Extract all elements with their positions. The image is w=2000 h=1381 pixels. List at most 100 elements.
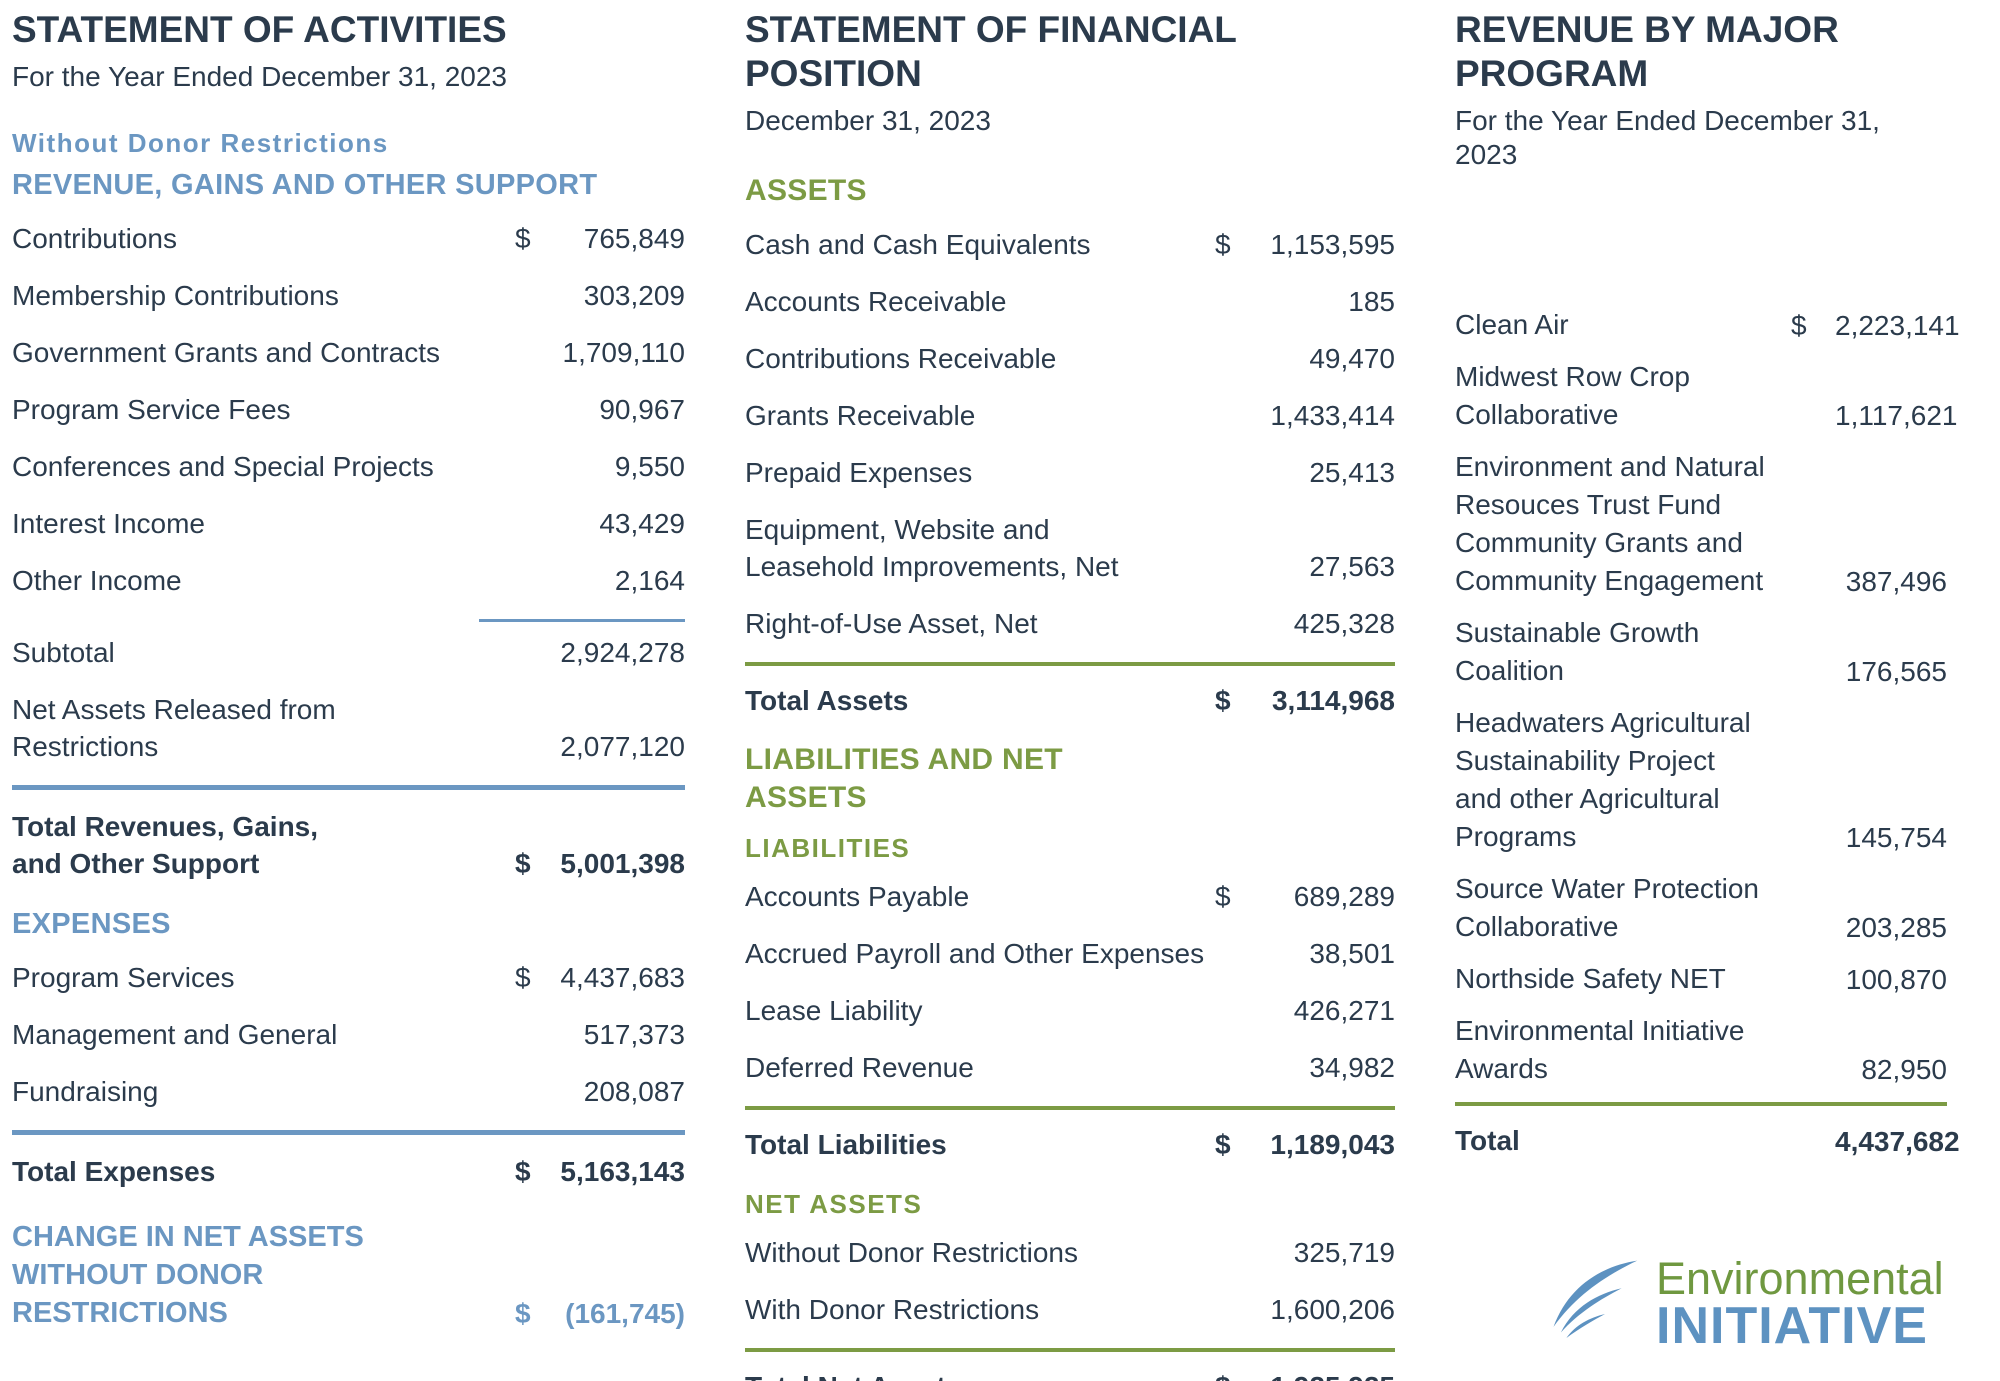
divider bbox=[745, 1348, 1395, 1352]
table-row: Prepaid Expenses 25,413 bbox=[745, 454, 1395, 491]
row-value: 1,433,414 bbox=[1270, 400, 1395, 431]
row-label: Government Grants and Contracts bbox=[12, 337, 440, 368]
table-row: Net Assets Released from Restrictions 2,… bbox=[12, 691, 685, 765]
row-label: Membership Contributions bbox=[12, 280, 339, 311]
dollar-sign: $ bbox=[1215, 685, 1231, 716]
page-title: STATEMENT OF FINANCIAL POSITION bbox=[745, 9, 1237, 94]
row-label: Management and General bbox=[12, 1019, 338, 1050]
row-value: (161,745) bbox=[565, 1298, 685, 1329]
logo-wordmark: Environmental INITIATIVE bbox=[1656, 1256, 1944, 1353]
row-value: 2,077,120 bbox=[560, 731, 685, 762]
table-row: Northside Safety NET 100,870 bbox=[1455, 960, 1947, 998]
row-label: Sustainable Growth Coalition bbox=[1455, 617, 1700, 686]
row-label: Total Expenses bbox=[12, 1156, 216, 1187]
row-label: Source Water Protection Collaborative bbox=[1455, 873, 1759, 942]
dollar-sign: $ bbox=[1215, 881, 1231, 912]
row-value: 1,709,110 bbox=[562, 337, 686, 368]
row-value: 34,982 bbox=[1309, 1052, 1395, 1083]
statement-of-financial-position-panel: STATEMENT OF FINANCIAL POSITION December… bbox=[745, 8, 1395, 1381]
table-row: Accounts Receivable 185 bbox=[745, 283, 1395, 320]
section-subheader: NET ASSETS bbox=[745, 1189, 923, 1219]
table-row: Contributions Receivable 49,470 bbox=[745, 340, 1395, 377]
dollar-sign: $ bbox=[1791, 310, 1807, 341]
section-header: REVENUE, GAINS AND OTHER SUPPORT bbox=[12, 169, 598, 201]
table-row: Contributions $ 765,849 bbox=[12, 220, 685, 257]
row-label: Without Donor Restrictions bbox=[745, 1237, 1079, 1268]
section-header: LIABILITIES AND NET ASSETS bbox=[745, 743, 1063, 814]
table-row: Subtotal 2,924,278 bbox=[12, 634, 685, 671]
row-label: Total Liabilities bbox=[745, 1129, 947, 1160]
row-label: Program Services bbox=[12, 962, 235, 993]
row-label: With Donor Restrictions bbox=[745, 1294, 1040, 1325]
divider bbox=[479, 619, 685, 622]
page-title: REVENUE BY MAJOR PROGRAM bbox=[1455, 9, 1839, 94]
row-label: Total bbox=[1455, 1125, 1520, 1156]
table-row: Program Services $ 4,437,683 bbox=[12, 959, 685, 996]
table-row: Deferred Revenue 34,982 bbox=[745, 1049, 1395, 1086]
table-row: Government Grants and Contracts 1,709,11… bbox=[12, 334, 685, 371]
table-row: Lease Liability 426,271 bbox=[745, 992, 1395, 1029]
table-row: Grants Receivable 1,433,414 bbox=[745, 397, 1395, 434]
table-row: Membership Contributions 303,209 bbox=[12, 277, 685, 314]
row-label: Clean Air bbox=[1455, 309, 1569, 340]
row-label: Grants Receivable bbox=[745, 400, 976, 431]
table-row: Fundraising 208,087 bbox=[12, 1073, 685, 1110]
row-value: 49,470 bbox=[1309, 343, 1395, 374]
subtitle: For the Year Ended December 31, 2023 bbox=[12, 61, 508, 92]
row-value: 2,223,141 bbox=[1835, 310, 1960, 341]
statement-of-activities-panel: STATEMENT OF ACTIVITIES For the Year End… bbox=[12, 8, 685, 1352]
row-value: 325,719 bbox=[1293, 1237, 1395, 1268]
row-value: 82,950 bbox=[1861, 1054, 1947, 1085]
row-label: Midwest Row Crop Collaborative bbox=[1455, 361, 1690, 430]
row-value: 4,437,682 bbox=[1835, 1126, 1960, 1157]
row-label: Accrued Payroll and Other Expenses bbox=[745, 938, 1205, 969]
row-label: Other Income bbox=[12, 565, 182, 596]
table-row: Sustainable Growth Coalition 176,565 bbox=[1455, 614, 1947, 690]
row-value: 2,924,278 bbox=[560, 637, 685, 668]
row-label: Cash and Cash Equivalents bbox=[745, 229, 1091, 260]
environmental-initiative-logo: Environmental INITIATIVE bbox=[1546, 1256, 1944, 1353]
row-value: 5,001,398 bbox=[560, 848, 685, 879]
row-label: Northside Safety NET bbox=[1455, 963, 1726, 994]
table-row: Cash and Cash Equivalents $ 1,153,595 bbox=[745, 226, 1395, 263]
row-value: 765,849 bbox=[583, 223, 685, 254]
row-label: Net Assets Released from Restrictions bbox=[12, 694, 336, 762]
row-value: 387,496 bbox=[1845, 566, 1947, 597]
swoosh-wing-icon bbox=[1553, 1260, 1638, 1338]
total-row: Total Revenues, Gains, and Other Support… bbox=[12, 808, 685, 882]
table-row: Accrued Payroll and Other Expenses 38,50… bbox=[745, 935, 1395, 972]
subtitle: For the Year Ended December 31, 2023 bbox=[1455, 105, 1880, 170]
row-value: 1,925,925 bbox=[1255, 1368, 1395, 1381]
row-value: 27,563 bbox=[1309, 551, 1395, 582]
total-row: Total Expenses $ 5,163,143 bbox=[12, 1153, 685, 1190]
divider bbox=[745, 662, 1395, 666]
row-label: Contributions Receivable bbox=[745, 343, 1057, 374]
row-label: Total Assets bbox=[745, 685, 909, 716]
row-label: Environmental Initiative Awards bbox=[1455, 1015, 1745, 1084]
row-label: Prepaid Expenses bbox=[745, 457, 973, 488]
row-value: 203,285 bbox=[1845, 912, 1947, 943]
page-title: STATEMENT OF ACTIVITIES bbox=[12, 9, 507, 50]
row-label: Total Revenues, Gains, and Other Support bbox=[12, 811, 319, 879]
row-label: Right-of-Use Asset, Net bbox=[745, 608, 1038, 639]
row-label: Conferences and Special Projects bbox=[12, 451, 434, 482]
total-row: Total Assets $ 3,114,968 bbox=[745, 682, 1395, 719]
divider bbox=[12, 1130, 685, 1135]
table-row: Management and General 517,373 bbox=[12, 1016, 685, 1053]
row-label: Fundraising bbox=[12, 1076, 159, 1107]
row-value: 303,209 bbox=[583, 280, 685, 311]
row-label: Environment and Natural Resouces Trust F… bbox=[1455, 451, 1765, 596]
row-value: 4,437,683 bbox=[560, 962, 685, 993]
total-row: Total Liabilities $ 1,189,043 bbox=[745, 1126, 1395, 1163]
section-header: EXPENSES bbox=[12, 908, 171, 940]
row-value: 43,429 bbox=[599, 508, 685, 539]
subtitle: December 31, 2023 bbox=[745, 105, 991, 136]
row-label: Lease Liability bbox=[745, 995, 923, 1026]
row-value: 689,289 bbox=[1293, 881, 1395, 912]
row-value: 9,550 bbox=[614, 451, 685, 482]
table-row: Program Service Fees 90,967 bbox=[12, 391, 685, 428]
row-value: 38,501 bbox=[1309, 938, 1395, 969]
row-value: 1,153,595 bbox=[1270, 229, 1395, 260]
row-label: Interest Income bbox=[12, 508, 205, 539]
